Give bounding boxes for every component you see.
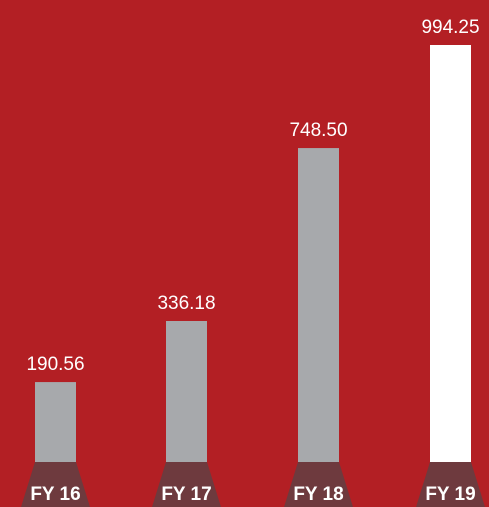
- bar-shadow: [152, 462, 221, 507]
- x-tick-label: FY 17: [161, 484, 211, 505]
- bar: [166, 321, 207, 462]
- bar: [298, 148, 339, 462]
- bar-shadow: [284, 462, 353, 507]
- value-label: 994.25: [421, 17, 479, 38]
- bar-shadow: [416, 462, 485, 507]
- value-label: 190.56: [26, 354, 84, 375]
- value-label: 748.50: [289, 120, 347, 141]
- x-tick-label: FY 19: [425, 484, 475, 505]
- bar: [430, 45, 471, 462]
- bar: [35, 382, 76, 462]
- x-tick-label: FY 18: [293, 484, 343, 505]
- value-label: 336.18: [157, 293, 215, 314]
- x-tick-label: FY 16: [30, 484, 80, 505]
- bar-shadow: [21, 462, 90, 507]
